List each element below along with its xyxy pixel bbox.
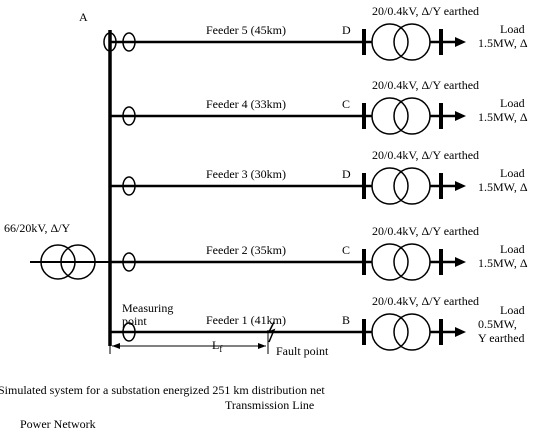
- load-label: Load: [500, 22, 525, 36]
- ct: [122, 32, 136, 52]
- distance-subscript: f: [219, 344, 222, 354]
- load-label: Y earthed: [478, 331, 525, 345]
- feeder-label: Feeder 2 (35km): [206, 243, 286, 257]
- load-label: 0.5MW,: [478, 317, 517, 331]
- load-arrow: [455, 257, 466, 267]
- transformer-label: 20/0.4kV, Δ/Y earthed: [372, 4, 479, 18]
- transformer: [371, 97, 409, 135]
- measuring-point: Measuring: [122, 301, 173, 315]
- load-label: 1.5MW, Δ: [478, 110, 528, 124]
- source-transformer: [40, 244, 76, 280]
- measuring-point: point: [122, 314, 147, 328]
- transformer: [393, 167, 431, 205]
- node-label: C: [342, 97, 350, 111]
- source-transformer: [60, 244, 96, 280]
- load-arrow: [455, 327, 466, 337]
- load-label: 1.5MW, Δ: [478, 180, 528, 194]
- load-label: Load: [500, 303, 525, 317]
- load-arrow: [455, 111, 466, 121]
- fault-point: Fault point: [276, 344, 329, 358]
- load-label: 1.5MW, Δ: [478, 256, 528, 270]
- transformer: [393, 313, 431, 351]
- distance-label: Lf: [212, 338, 222, 354]
- feeder-label: Feeder 1 (41km): [206, 313, 286, 327]
- node-label: D: [342, 23, 351, 37]
- ct: [122, 176, 136, 196]
- ct: [122, 252, 136, 272]
- source-label: 66/20kV, Δ/Y: [4, 221, 71, 235]
- load-arrow: [455, 181, 466, 191]
- transformer: [371, 313, 409, 351]
- transformer: [371, 243, 409, 281]
- ct: [122, 106, 136, 126]
- transformer-label: 20/0.4kV, Δ/Y earthed: [372, 148, 479, 162]
- node-label: B: [342, 313, 350, 327]
- node-label: D: [342, 167, 351, 181]
- ct: [122, 322, 136, 342]
- transformer-label: 20/0.4kV, Δ/Y earthed: [372, 78, 479, 92]
- node-a: A: [79, 10, 88, 24]
- transformer-label: 20/0.4kV, Δ/Y earthed: [372, 224, 479, 238]
- feeder-label: Feeder 4 (33km): [206, 97, 286, 111]
- feeder-label: Feeder 3 (30km): [206, 167, 286, 181]
- load-label: Load: [500, 242, 525, 256]
- load-label: Load: [500, 96, 525, 110]
- load-arrow: [455, 37, 466, 47]
- distance-symbol: L: [212, 338, 219, 352]
- transformer: [393, 23, 431, 61]
- transformer-label: 20/0.4kV, Δ/Y earthed: [372, 294, 479, 308]
- feeder-label: Feeder 5 (45km): [206, 23, 286, 37]
- transformer: [371, 23, 409, 61]
- transformer: [393, 97, 431, 135]
- power-network: Power Network: [20, 417, 96, 429]
- node-label: C: [342, 243, 350, 257]
- transformer: [393, 243, 431, 281]
- transmission-line: Transmission Line: [225, 398, 314, 412]
- caption: Simulated system for a substation energi…: [0, 383, 325, 397]
- load-label: 1.5MW, Δ: [478, 36, 528, 50]
- load-label: Load: [500, 166, 525, 180]
- transformer: [371, 167, 409, 205]
